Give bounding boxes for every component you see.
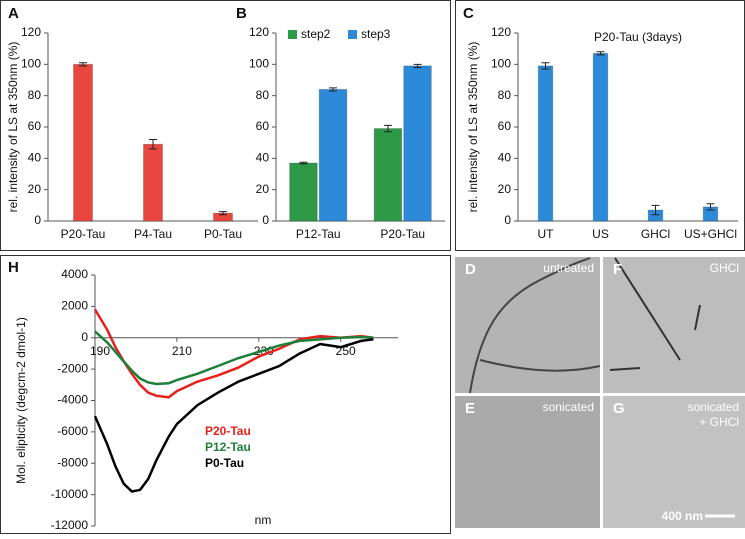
image-label: sonicated xyxy=(543,400,594,414)
error-bar xyxy=(219,211,227,216)
y-tick-label: 2000 xyxy=(61,299,88,313)
fibril xyxy=(469,257,601,394)
image-label: untreated xyxy=(543,261,594,275)
panel-label: G xyxy=(613,400,625,417)
x-tick-label: P12-Tau xyxy=(296,227,341,241)
y-tick-label: 0 xyxy=(81,330,88,344)
bar xyxy=(592,52,609,222)
x-tick-label: US xyxy=(592,227,609,241)
y-tick-label: 40 xyxy=(28,151,42,165)
panel-label: C xyxy=(463,5,474,22)
bar xyxy=(289,162,318,222)
y-tick-label: 60 xyxy=(256,119,270,133)
error-bar xyxy=(413,63,422,68)
x-tick-label: US+GHCl xyxy=(684,227,737,241)
panel-label: A xyxy=(8,5,19,22)
error-bar xyxy=(299,161,308,165)
bar xyxy=(537,65,554,222)
micrograph xyxy=(603,257,745,393)
x-tick-label: P4-Tau xyxy=(134,227,172,241)
panel-label: H xyxy=(8,259,19,276)
micrograph xyxy=(455,257,600,393)
bar xyxy=(403,65,432,222)
scale-label: 400 nm xyxy=(662,509,703,523)
y-axis-label: rel. intensity of LS at 350nm (%) xyxy=(466,42,480,213)
chart-title: P20-Tau (3days) xyxy=(594,30,682,44)
fibril xyxy=(609,257,701,371)
y-tick-label: -4000 xyxy=(57,393,88,407)
image-label: GHCl xyxy=(710,261,739,275)
y-tick-label: -6000 xyxy=(57,424,88,438)
x-tick-label: P0-Tau xyxy=(204,227,242,241)
legend-swatch xyxy=(288,30,297,39)
error-bar xyxy=(596,51,605,56)
y-tick-label: 120 xyxy=(21,25,41,39)
legend-label: step3 xyxy=(361,27,391,41)
y-tick-label: 40 xyxy=(498,151,512,165)
error-bar xyxy=(541,62,550,70)
error-bar xyxy=(149,139,157,150)
line xyxy=(94,330,374,386)
panel-frame xyxy=(0,0,451,251)
y-tick-label: 0 xyxy=(262,213,269,227)
x-axis-label: nm xyxy=(255,513,272,527)
bar xyxy=(143,143,163,222)
y-axis-label: Mol. elipticity (degcm-2 dmol-1) xyxy=(14,317,28,484)
error-bar xyxy=(329,87,338,92)
y-tick-label: 60 xyxy=(498,119,512,133)
error-bar xyxy=(651,204,660,216)
micrograph xyxy=(603,396,745,528)
y-tick-label: 20 xyxy=(498,182,512,196)
micrograph xyxy=(455,396,600,528)
legend-label: P12-Tau xyxy=(205,440,251,454)
y-tick-label: 20 xyxy=(28,182,42,196)
x-tick-label: UT xyxy=(538,227,555,241)
error-bar xyxy=(383,124,392,133)
x-tick-label: P20-Tau xyxy=(380,227,425,241)
bar xyxy=(318,88,348,222)
y-tick-label: 20 xyxy=(256,182,270,196)
error-bar xyxy=(706,203,715,211)
legend-label: P20-Tau xyxy=(205,424,251,438)
bar xyxy=(373,128,403,222)
bar xyxy=(73,63,93,222)
y-tick-label: -2000 xyxy=(57,361,88,375)
y-tick-label: 60 xyxy=(28,119,42,133)
y-tick-label: 100 xyxy=(249,57,269,71)
panel-label: D xyxy=(465,261,476,278)
y-tick-label: 40 xyxy=(256,151,270,165)
y-tick-label: 120 xyxy=(249,25,269,39)
panel-label: F xyxy=(613,261,622,278)
y-tick-label: -12000 xyxy=(51,518,89,532)
legend-label: step2 xyxy=(301,27,331,41)
y-tick-label: -10000 xyxy=(51,487,89,501)
y-tick-label: 0 xyxy=(34,213,41,227)
y-tick-label: 4000 xyxy=(61,267,88,281)
y-tick-label: 0 xyxy=(504,213,511,227)
y-tick-label: 100 xyxy=(21,57,41,71)
y-tick-label: 80 xyxy=(256,88,270,102)
y-tick-label: 80 xyxy=(498,88,512,102)
x-tick-label: GHCl xyxy=(641,227,670,241)
x-tick-label: 210 xyxy=(172,344,192,358)
y-tick-label: -8000 xyxy=(57,455,88,469)
image-label: + GHCl xyxy=(699,415,739,429)
x-tick-label: 190 xyxy=(90,344,110,358)
y-tick-label: 80 xyxy=(28,88,42,102)
error-bar xyxy=(79,62,87,67)
line xyxy=(93,338,374,493)
y-tick-label: 100 xyxy=(491,57,511,71)
panel-label: E xyxy=(465,400,475,417)
y-axis-label: rel. intensity of LS at 350nm (%) xyxy=(6,42,20,213)
x-tick-label: P20-Tau xyxy=(61,227,106,241)
panel-label: B xyxy=(236,5,247,22)
legend-swatch xyxy=(348,30,357,39)
legend-label: P0-Tau xyxy=(205,456,244,470)
micrographs xyxy=(455,257,745,528)
y-tick-label: 120 xyxy=(491,25,511,39)
image-label: sonicated xyxy=(688,400,739,414)
